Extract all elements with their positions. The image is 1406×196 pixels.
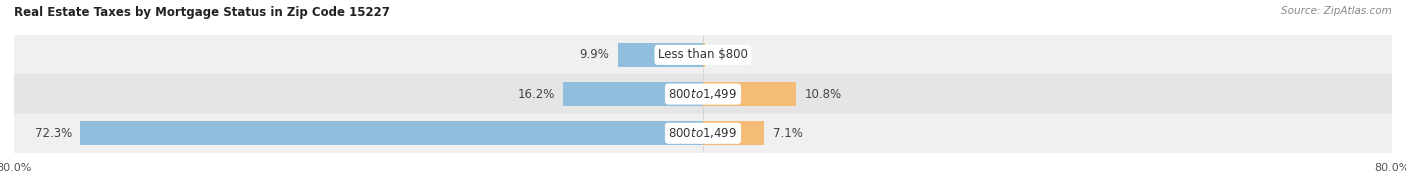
- Text: 16.2%: 16.2%: [517, 88, 555, 101]
- Bar: [703, 43, 706, 67]
- Bar: [80, 121, 703, 145]
- Bar: [564, 82, 703, 106]
- Text: 9.9%: 9.9%: [579, 48, 609, 61]
- Text: 72.3%: 72.3%: [35, 127, 72, 140]
- Bar: [14, 74, 1392, 114]
- Text: 7.1%: 7.1%: [773, 127, 803, 140]
- Bar: [14, 35, 1392, 74]
- Bar: [703, 82, 796, 106]
- Bar: [14, 114, 1392, 153]
- Text: 0.25%: 0.25%: [714, 48, 751, 61]
- Bar: [703, 121, 763, 145]
- Text: $800 to $1,499: $800 to $1,499: [668, 87, 738, 101]
- Text: Less than $800: Less than $800: [658, 48, 748, 61]
- Text: $800 to $1,499: $800 to $1,499: [668, 126, 738, 140]
- Text: 10.8%: 10.8%: [804, 88, 842, 101]
- Text: Real Estate Taxes by Mortgage Status in Zip Code 15227: Real Estate Taxes by Mortgage Status in …: [14, 6, 389, 19]
- Bar: [617, 43, 703, 67]
- Text: Source: ZipAtlas.com: Source: ZipAtlas.com: [1281, 6, 1392, 16]
